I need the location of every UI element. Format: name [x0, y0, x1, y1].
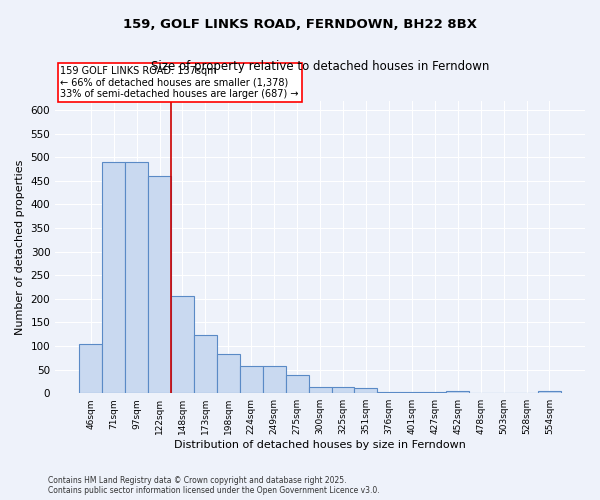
Bar — [217, 354, 240, 393]
X-axis label: Distribution of detached houses by size in Ferndown: Distribution of detached houses by size … — [174, 440, 466, 450]
Bar — [538, 391, 561, 393]
Bar — [79, 344, 102, 393]
Bar — [148, 176, 171, 393]
Bar — [377, 392, 400, 393]
Bar — [332, 387, 355, 393]
Bar — [446, 391, 469, 393]
Bar — [263, 366, 286, 393]
Bar — [423, 392, 446, 393]
Bar — [400, 392, 423, 393]
Bar — [194, 335, 217, 393]
Y-axis label: Number of detached properties: Number of detached properties — [15, 159, 25, 334]
Bar — [308, 387, 332, 393]
Bar — [171, 296, 194, 393]
Title: Size of property relative to detached houses in Ferndown: Size of property relative to detached ho… — [151, 60, 489, 73]
Bar — [102, 162, 125, 393]
Text: Contains HM Land Registry data © Crown copyright and database right 2025.
Contai: Contains HM Land Registry data © Crown c… — [48, 476, 380, 495]
Bar — [286, 376, 308, 393]
Bar — [240, 366, 263, 393]
Bar — [355, 388, 377, 393]
Text: 159 GOLF LINKS ROAD: 137sqm
← 66% of detached houses are smaller (1,378)
33% of : 159 GOLF LINKS ROAD: 137sqm ← 66% of det… — [61, 66, 299, 99]
Bar — [125, 162, 148, 393]
Text: 159, GOLF LINKS ROAD, FERNDOWN, BH22 8BX: 159, GOLF LINKS ROAD, FERNDOWN, BH22 8BX — [123, 18, 477, 30]
